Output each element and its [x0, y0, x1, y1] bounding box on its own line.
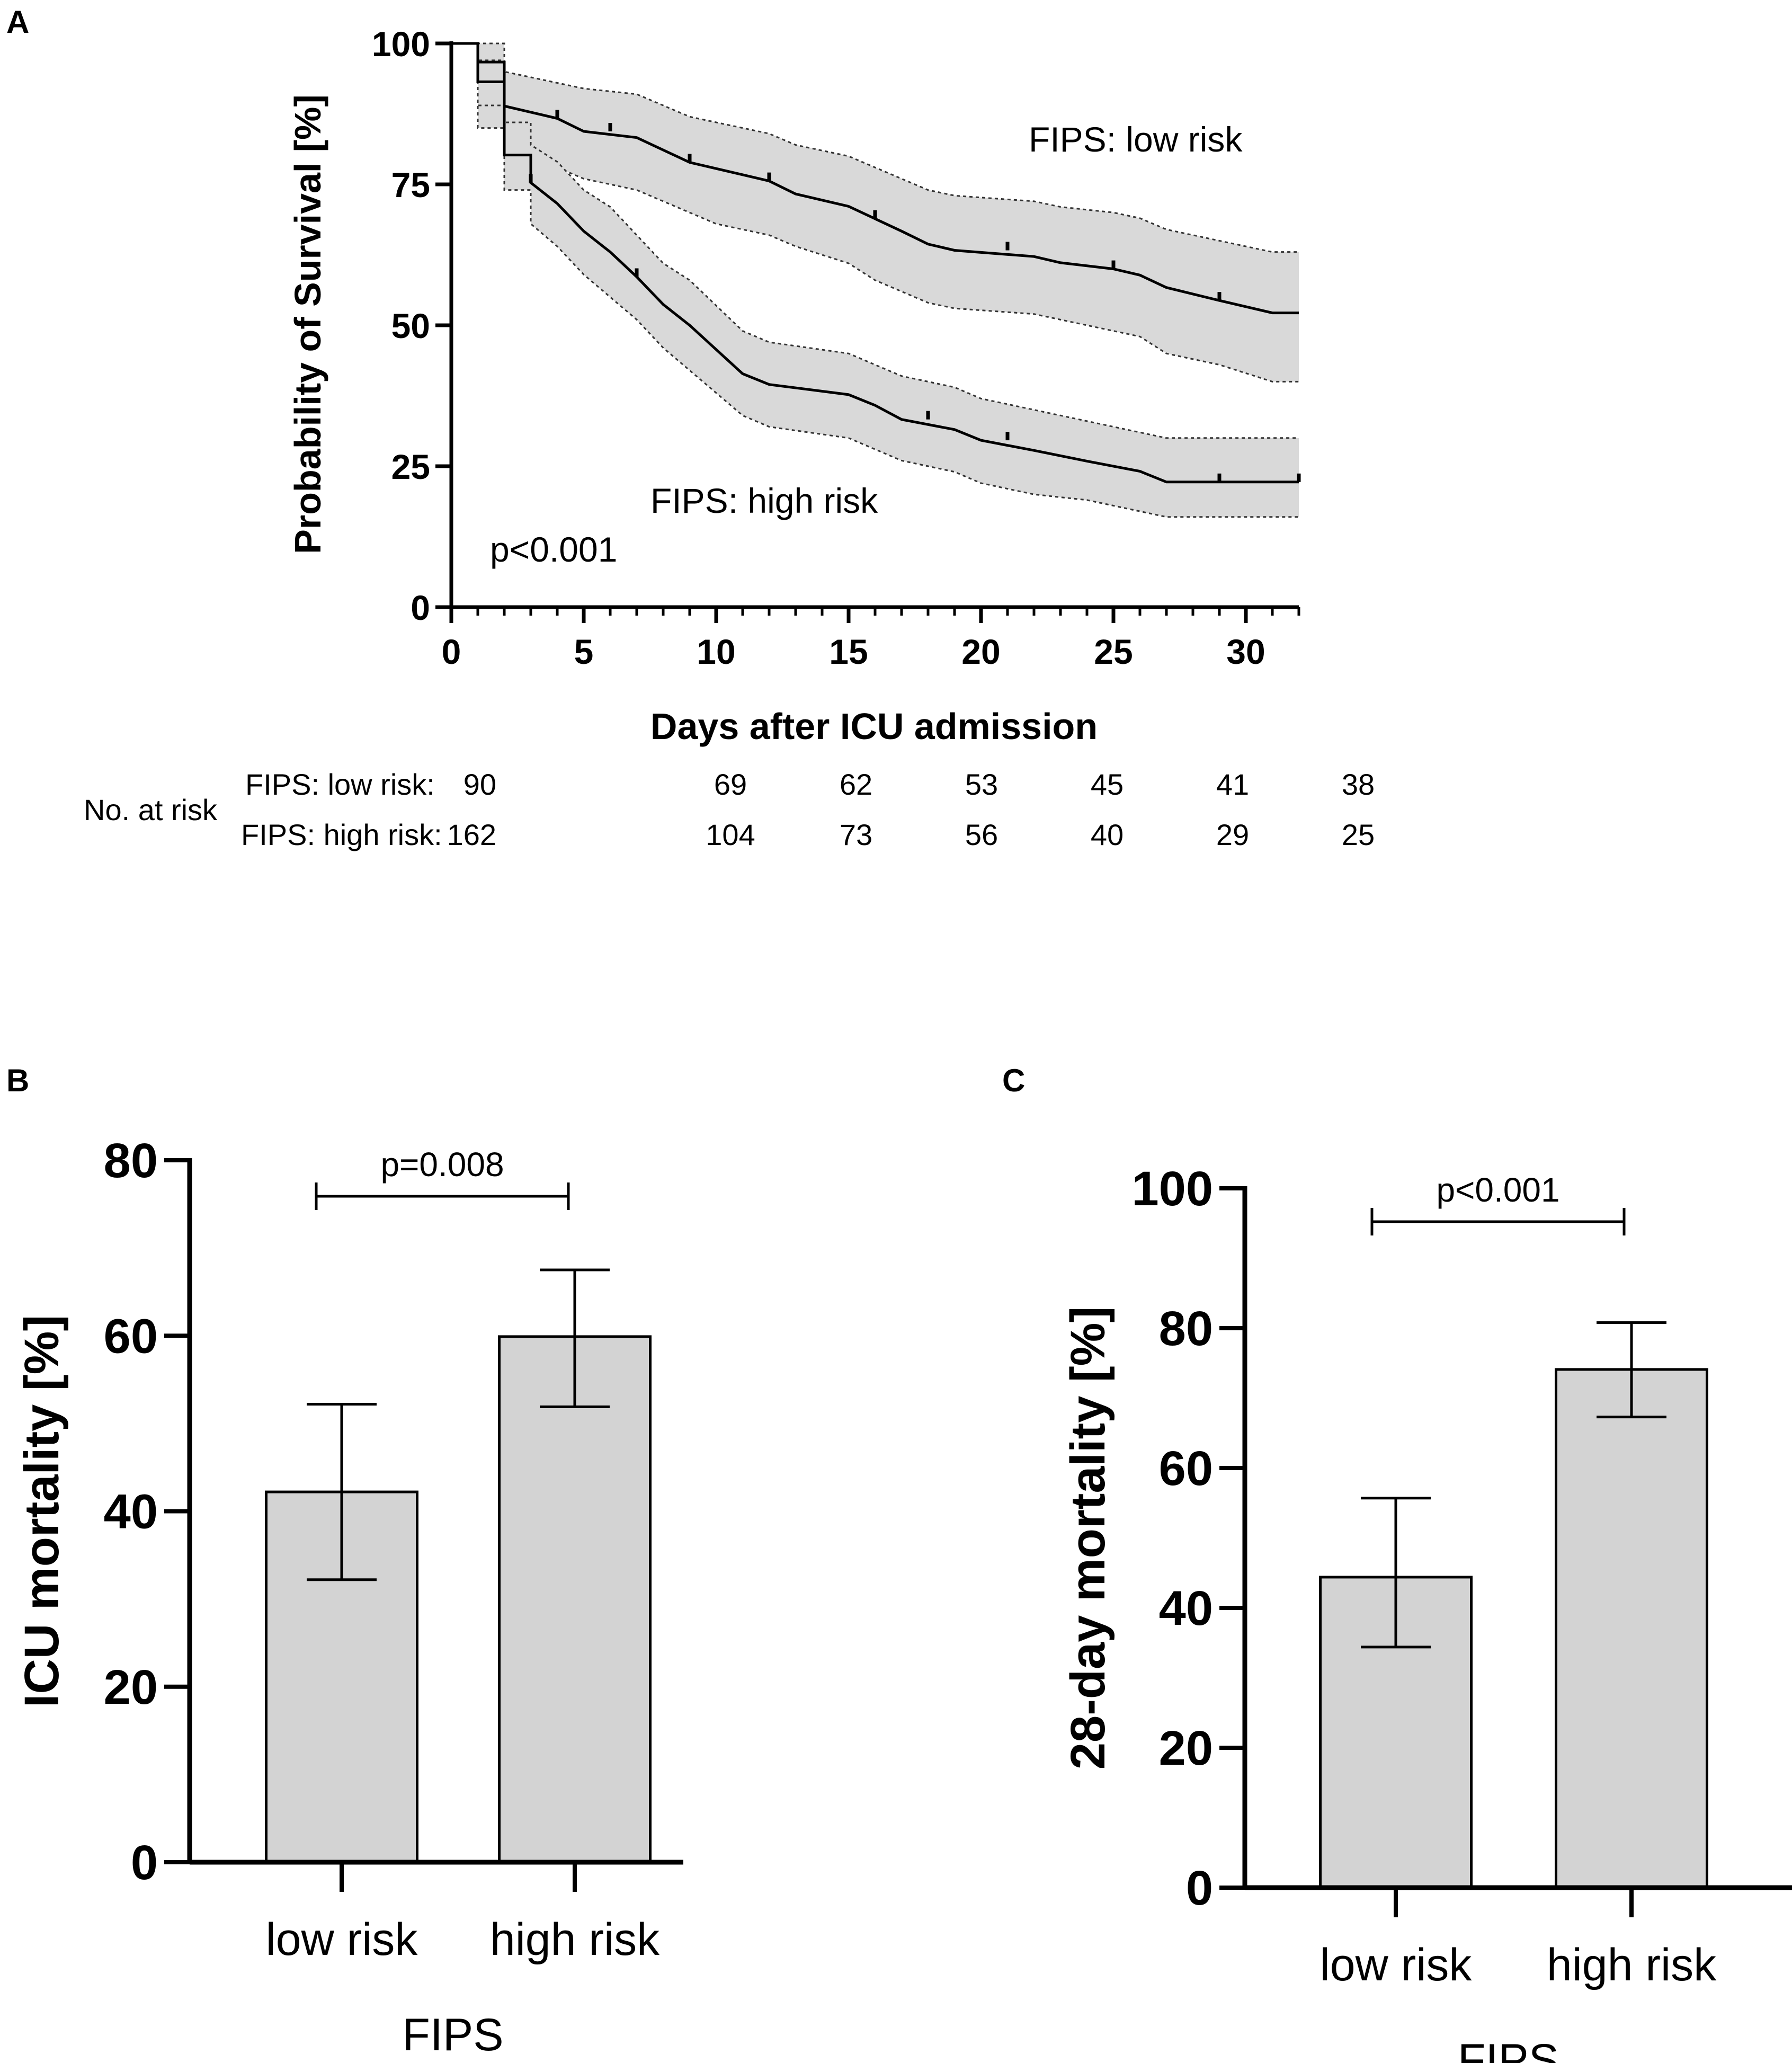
risk-table-title: No. at risk: [84, 793, 218, 826]
risk-value: 41: [1216, 768, 1249, 801]
bar-high-risk: [1555, 1368, 1708, 1889]
x-category-label: low risk: [1320, 1940, 1473, 1990]
y-tick-label: 60: [104, 1309, 158, 1363]
ci-boundary-0-1: [451, 42, 1299, 383]
risk-row-label: FIPS: high risk:: [241, 818, 442, 851]
y-axis-label: 28-day mortality [%]: [1061, 1306, 1115, 1769]
y-axis-label: Probability of Survival [%]: [287, 94, 328, 554]
x-category-label: high risk: [490, 1914, 660, 1965]
risk-value: 45: [1091, 768, 1124, 801]
x-tick-label: 30: [1226, 632, 1265, 671]
risk-row-label: FIPS: low risk:: [245, 768, 435, 801]
y-tick-label: 100: [1132, 1162, 1214, 1216]
y-tick-label: 50: [391, 306, 430, 345]
x-axis-label: Days after ICU admission: [650, 706, 1098, 747]
x-tick-label: 25: [1094, 632, 1133, 671]
risk-value: 62: [840, 768, 872, 801]
y-axis-label: ICU mortality [%]: [15, 1315, 69, 1708]
significance-p-value: p=0.008: [380, 1145, 504, 1184]
panel-b-label: B: [6, 1063, 29, 1098]
y-tick-label: 20: [104, 1660, 158, 1714]
significance-p-value: p<0.001: [1436, 1171, 1559, 1209]
panel-a-km-chart: A 0 25 50 75 100 0 5 10 15 20 25 30 Probability of …: [6, 4, 1375, 851]
series-label-low-risk: FIPS: low risk: [1029, 120, 1243, 159]
p-value-annotation: p<0.001: [490, 530, 617, 569]
risk-value: 69: [714, 768, 747, 801]
risk-value: 53: [965, 768, 998, 801]
ci-bands: [451, 42, 1299, 518]
y-tick-label: 25: [391, 447, 430, 486]
x-tick-label: 20: [961, 632, 1000, 671]
ci-boundary-1-1: [451, 42, 1299, 518]
y-tick-label: 20: [1159, 1721, 1213, 1775]
x-tick-label: 10: [697, 632, 735, 671]
risk-value: 90: [463, 768, 496, 801]
axes: 0 25 50 75 100 0 5 10 15 20 25 30: [372, 24, 1300, 671]
x-axis-label: FIPS: [1458, 2035, 1559, 2063]
panel-c-label: C: [1002, 1063, 1025, 1098]
y-tick-label: 60: [1159, 1442, 1213, 1496]
x-category-label: high risk: [1547, 1940, 1717, 1990]
series-label-high-risk: FIPS: high risk: [650, 481, 878, 520]
x-tick-label: 5: [574, 632, 594, 671]
risk-value: 29: [1216, 818, 1249, 851]
y-tick-label: 75: [391, 165, 430, 204]
bar-high-risk: [498, 1335, 652, 1864]
survival-line-0: [451, 42, 1299, 315]
y-tick-label: 100: [372, 24, 430, 64]
risk-value: 56: [965, 818, 998, 851]
y-tick-label: 80: [104, 1134, 158, 1188]
risk-value: 25: [1342, 818, 1375, 851]
risk-value: 73: [840, 818, 872, 851]
ci-boundary-0-0: [451, 42, 1299, 253]
panel-c-28day-mortality: C low risk high risk 0 20 40 60 80 100 FIPS 28-da…: [1002, 1063, 1792, 2063]
y-tick-label: 40: [1159, 1581, 1213, 1635]
risk-value: 38: [1342, 768, 1375, 801]
survival-line-1: [451, 42, 1299, 484]
ci-band-1: [451, 43, 1299, 517]
risk-value: 40: [1091, 818, 1124, 851]
survival-curves: [451, 42, 1301, 484]
y-tick-label: 40: [104, 1485, 158, 1539]
y-tick-label: 0: [1186, 1861, 1213, 1915]
x-axis-label: FIPS: [402, 2009, 503, 2060]
y-tick-label: 0: [131, 1836, 158, 1890]
y-tick-label: 0: [411, 588, 430, 627]
risk-value: 162: [447, 818, 496, 851]
x-tick-label: 0: [442, 632, 461, 671]
risk-table: No. at risk FIPS: low risk: 90 69 62 53 45 41 3…: [84, 768, 1375, 851]
y-tick-label: 80: [1159, 1302, 1213, 1356]
x-category-label: low risk: [266, 1914, 418, 1965]
panel-b-icu-mortality: B low risk high risk 0 20 40 60 80 FIPS ICU mort…: [6, 1063, 683, 2060]
panel-a-label: A: [6, 4, 29, 40]
risk-value: 104: [706, 818, 755, 851]
x-tick-label: 15: [829, 632, 868, 671]
